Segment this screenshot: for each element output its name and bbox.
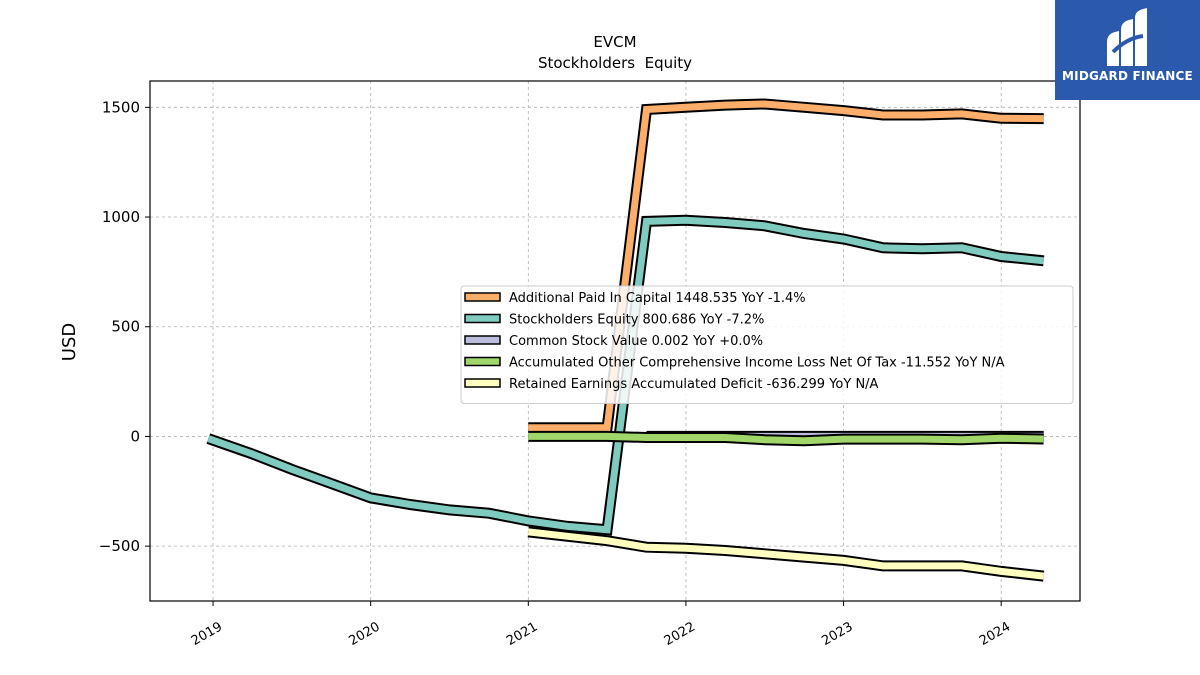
series-line [528,432,1044,445]
legend-entry: Accumulated Other Comprehensive Income L… [509,356,1005,371]
y-tick-label: 500 [111,318,140,336]
legend-frame [460,285,1074,404]
y-axis-label: USD [59,323,80,361]
series-3 [528,430,1044,447]
y-tick-label: 1000 [102,208,140,226]
legend-swatch [464,335,501,345]
y-tick-label: −500 [99,537,140,555]
series-line [527,528,1045,580]
legend-entry: Additional Paid In Capital 1448.535 YoY … [509,291,806,306]
series-4 [527,526,1045,582]
y-tick-label: 0 [130,427,140,445]
brand-name: MIDGARD FINANCE [1062,69,1193,83]
legend-swatch [464,292,501,302]
x-tick-label: 2019 [189,619,225,649]
chart-title: EVCM [593,33,636,51]
brand-logo: MIDGARD FINANCE [1055,0,1200,100]
brand-mark-icon [1107,8,1147,66]
x-tick-label: 2024 [977,619,1013,649]
plot-frame [149,80,1081,602]
legend-swatch [464,356,501,367]
legend-entry: Common Stock Value 0.002 YoY +0.0% [509,334,763,349]
x-tick-label: 2020 [347,619,383,649]
x-tick-label: 2021 [504,619,540,649]
legend: Additional Paid In Capital 1448.535 YoY … [460,285,1074,404]
legend-entry: Retained Earnings Accumulated Deficit -6… [509,377,879,392]
legend-entry: Stockholders Equity 800.686 YoY -7.2% [509,313,764,328]
y-tick-label: 1500 [102,98,140,116]
legend-swatch [464,313,501,324]
x-tick-label: 2023 [819,619,855,649]
x-tick-label: 2022 [662,619,698,649]
chart-subtitle: Stockholders Equity [538,54,692,72]
legend-swatch [464,378,501,388]
